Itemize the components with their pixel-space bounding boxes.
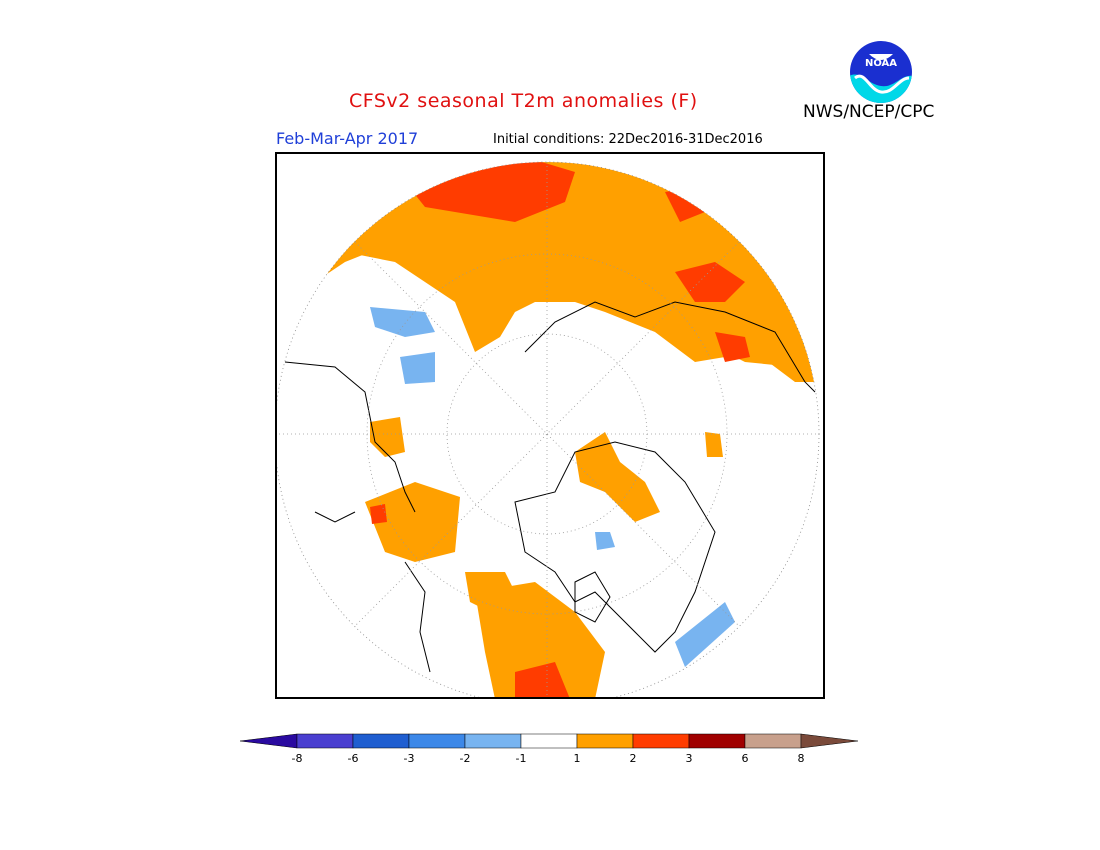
colorbar-swatch-7 xyxy=(632,733,690,749)
cold-region-scandinavia xyxy=(370,307,435,337)
colorbar-tick-label: 6 xyxy=(742,752,749,765)
cold-region-hudson xyxy=(595,532,615,550)
cold-region-atlantic xyxy=(675,602,735,667)
colorbar-tick-label: -8 xyxy=(292,752,303,765)
colorbar-tick-label: -1 xyxy=(516,752,527,765)
colorbar-tick-label: 1 xyxy=(574,752,581,765)
agency-label: NWS/NCEP/CPC xyxy=(803,102,935,122)
colorbar-swatch-2 xyxy=(352,733,410,749)
cold-region-europe xyxy=(400,352,435,384)
colorbar-tick-label: -2 xyxy=(460,752,471,765)
hot-region-mongolia xyxy=(715,332,750,362)
colorbar-swatch-8 xyxy=(688,733,746,749)
period-label: Feb-Mar-Apr 2017 xyxy=(276,129,419,148)
coastline-eurasia xyxy=(284,301,816,513)
colorbar-tick-label: -6 xyxy=(348,752,359,765)
colorbar-swatch-4 xyxy=(464,733,522,749)
warm-region-pacific-islands xyxy=(705,432,723,457)
colorbar-swatch-1 xyxy=(296,733,354,749)
colorbar-swatch-9 xyxy=(744,733,802,749)
warm-region-greenland xyxy=(370,417,405,457)
colorbar-tick-label: 3 xyxy=(686,752,693,765)
colorbar-swatch-6 xyxy=(576,733,634,749)
hot-region-west xyxy=(370,504,387,524)
colorbar-legend: -8 -6 -3 -2 -1 1 2 3 6 8 xyxy=(239,733,859,765)
colorbar-left-arrow xyxy=(239,733,298,749)
logo-lettering: NOAA xyxy=(865,58,897,69)
colorbar-tick-label: 8 xyxy=(798,752,805,765)
polar-anomaly-map xyxy=(275,152,825,699)
colorbar-right-arrow xyxy=(800,733,859,749)
initial-conditions-label: Initial conditions: 22Dec2016-31Dec2016 xyxy=(493,132,763,147)
colorbar-tick-label: 2 xyxy=(630,752,637,765)
colorbar-swatch-5 xyxy=(520,733,578,749)
colorbar-tick-label: -3 xyxy=(404,752,415,765)
warm-region-north-america xyxy=(475,582,605,699)
map-title: CFSv2 seasonal T2m anomalies (F) xyxy=(349,90,698,112)
warm-region-canada xyxy=(365,482,460,562)
colorbar-swatch-3 xyxy=(408,733,466,749)
hot-region-southwest xyxy=(515,662,570,699)
noaa-logo-icon: NOAA xyxy=(850,41,912,103)
hot-region-east xyxy=(675,262,745,302)
warm-region-alaska xyxy=(575,432,660,522)
coastline-pacific-west xyxy=(314,511,431,673)
coastline-greenland xyxy=(574,571,611,623)
coastline-north-america xyxy=(514,441,716,653)
